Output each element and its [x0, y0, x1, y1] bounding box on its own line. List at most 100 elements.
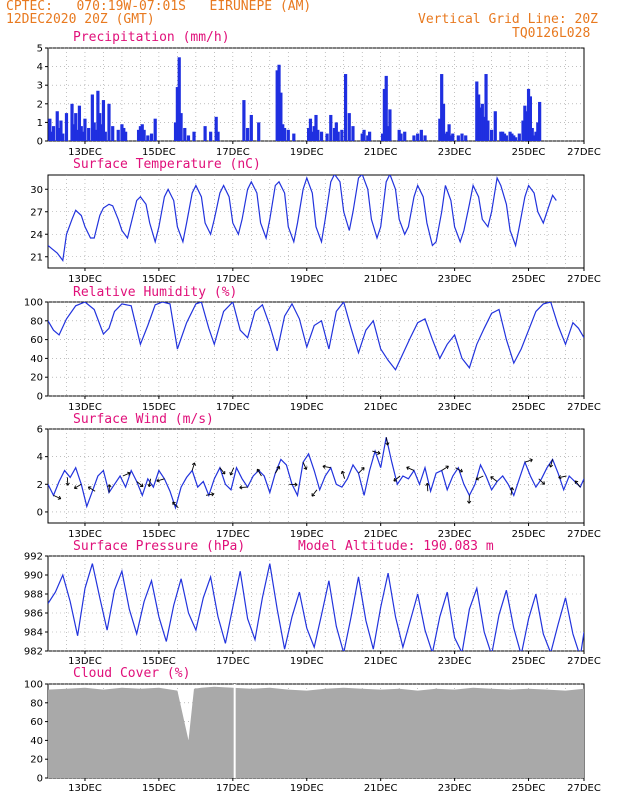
series-group: [48, 175, 557, 263]
wind-arrow-head: [475, 476, 480, 481]
x-tick-label: 17DEC: [216, 402, 250, 413]
precip-bar: [153, 118, 157, 141]
y-tick-label: 20: [30, 755, 43, 766]
precip-bar: [61, 133, 65, 141]
series-line: [48, 437, 584, 510]
x-tick-label: 15DEC: [142, 274, 176, 285]
precip-bar: [275, 70, 279, 141]
panel-2: 0 20 40 60 80 100 Relative Humidity (%) 13DEC 15…: [24, 285, 601, 413]
x-tick-label: 25DEC: [512, 274, 546, 285]
wind-arrow-head: [558, 475, 562, 480]
precip-bar: [249, 114, 253, 141]
y-tick-label: 982: [24, 647, 43, 658]
y-tick-label: 984: [24, 628, 43, 639]
x-tick-label: 19DEC: [290, 274, 324, 285]
x-tick-label: 17DEC: [216, 274, 250, 285]
precip-bar: [480, 103, 484, 141]
precip-bar: [307, 127, 311, 141]
precip-bar: [59, 120, 63, 141]
wind-arrow: [558, 475, 567, 479]
series-group: [48, 57, 542, 141]
x-tick-label: 19DEC: [290, 656, 324, 667]
wind-arrow: [53, 494, 61, 500]
panel-frame: [47, 301, 585, 397]
precip-bar: [536, 122, 540, 141]
precip-bar: [242, 100, 246, 141]
precip-bar: [246, 127, 250, 141]
series-line: [48, 563, 584, 651]
y-tick-label: 24: [30, 230, 43, 241]
wind-arrow-head: [256, 468, 261, 473]
y-tick-label: 80: [30, 316, 43, 327]
precip-bar: [482, 116, 486, 141]
x-tick-label: 15DEC: [142, 656, 176, 667]
x-tick-label: 17DEC: [216, 529, 250, 540]
precip-bar: [334, 122, 338, 141]
precip-bar: [74, 113, 78, 141]
series-line: [48, 175, 557, 263]
precip-bar: [512, 135, 516, 141]
precip-bar: [388, 109, 392, 141]
panel-title: Surface Pressure (hPa): [73, 539, 245, 554]
precip-bar: [449, 135, 453, 141]
panel-0: 0 1 2 3 4 5 Precipitation (mm/h) 13DEC 15DEC 17DE…: [37, 30, 601, 158]
wind-arrow-head: [393, 478, 397, 482]
wind-arrow-head: [239, 485, 243, 490]
precip-bar: [48, 118, 52, 141]
precip-bar: [517, 133, 521, 141]
wind-arrow-head: [406, 466, 410, 471]
precip-bar: [101, 100, 106, 141]
wind-arrow-head: [459, 468, 463, 473]
precip-bar: [92, 122, 96, 141]
wind-arrow: [358, 467, 365, 474]
panel-5: 0 20 40 60 80 100 Cloud Cover (%) 13DEC 15DEC 17D…: [24, 666, 601, 794]
y-tick-label: 0: [37, 774, 43, 785]
y-tick-label: 6: [37, 425, 43, 436]
precip-bar: [103, 131, 107, 141]
precip-bar: [329, 114, 333, 141]
header-code: TQ0126L028: [512, 26, 591, 41]
wind-arrow-head: [529, 458, 533, 463]
precip-bar: [443, 133, 447, 141]
wind-arrow: [148, 478, 152, 487]
precip-bar: [438, 118, 442, 141]
x-tick-label: 21DEC: [364, 656, 398, 667]
precip-bar: [486, 120, 490, 141]
precip-bar: [510, 133, 514, 141]
precip-bar: [368, 131, 372, 141]
y-tick-label: 0: [37, 392, 43, 403]
wind-arrow: [302, 461, 307, 470]
wind-arrow: [172, 501, 179, 509]
panel-4: 982 984 986 988 990 992 Surface Pressure (hPa)…: [24, 539, 601, 667]
precip-bar: [484, 74, 488, 141]
panel-title: Surface Wind (m/s): [73, 412, 214, 427]
precip-bar: [440, 74, 444, 141]
precip-bar: [382, 88, 386, 141]
series-group: [48, 302, 584, 371]
x-tick-label: 15DEC: [142, 402, 176, 413]
precip-bar: [98, 113, 102, 141]
wind-arrow: [205, 493, 214, 496]
precip-bar: [94, 129, 98, 141]
y-tick-label: 40: [30, 736, 43, 747]
wind-arrow-head: [385, 442, 390, 446]
wind-arrow: [574, 480, 581, 488]
wind-arrow: [372, 450, 381, 454]
y-tick-label: 992: [24, 552, 43, 563]
precip-bar: [177, 57, 181, 141]
wind-arrow: [385, 437, 389, 446]
x-tick-label: 15DEC: [142, 529, 176, 540]
precip-bar: [55, 111, 59, 141]
precip-bar: [96, 90, 100, 141]
precip-bar: [308, 118, 313, 141]
precip-bar: [499, 131, 503, 141]
precip-bar: [489, 129, 494, 141]
header-grid-note: Vertical Grid Line: 20Z: [418, 12, 599, 27]
y-tick-label: 80: [30, 698, 43, 709]
precip-bar: [277, 64, 281, 141]
wind-arrow-head: [541, 481, 545, 485]
precip-bar: [209, 131, 213, 141]
y-tick-label: 3: [37, 81, 43, 92]
precip-bar: [464, 135, 468, 141]
precip-bar: [257, 122, 261, 141]
